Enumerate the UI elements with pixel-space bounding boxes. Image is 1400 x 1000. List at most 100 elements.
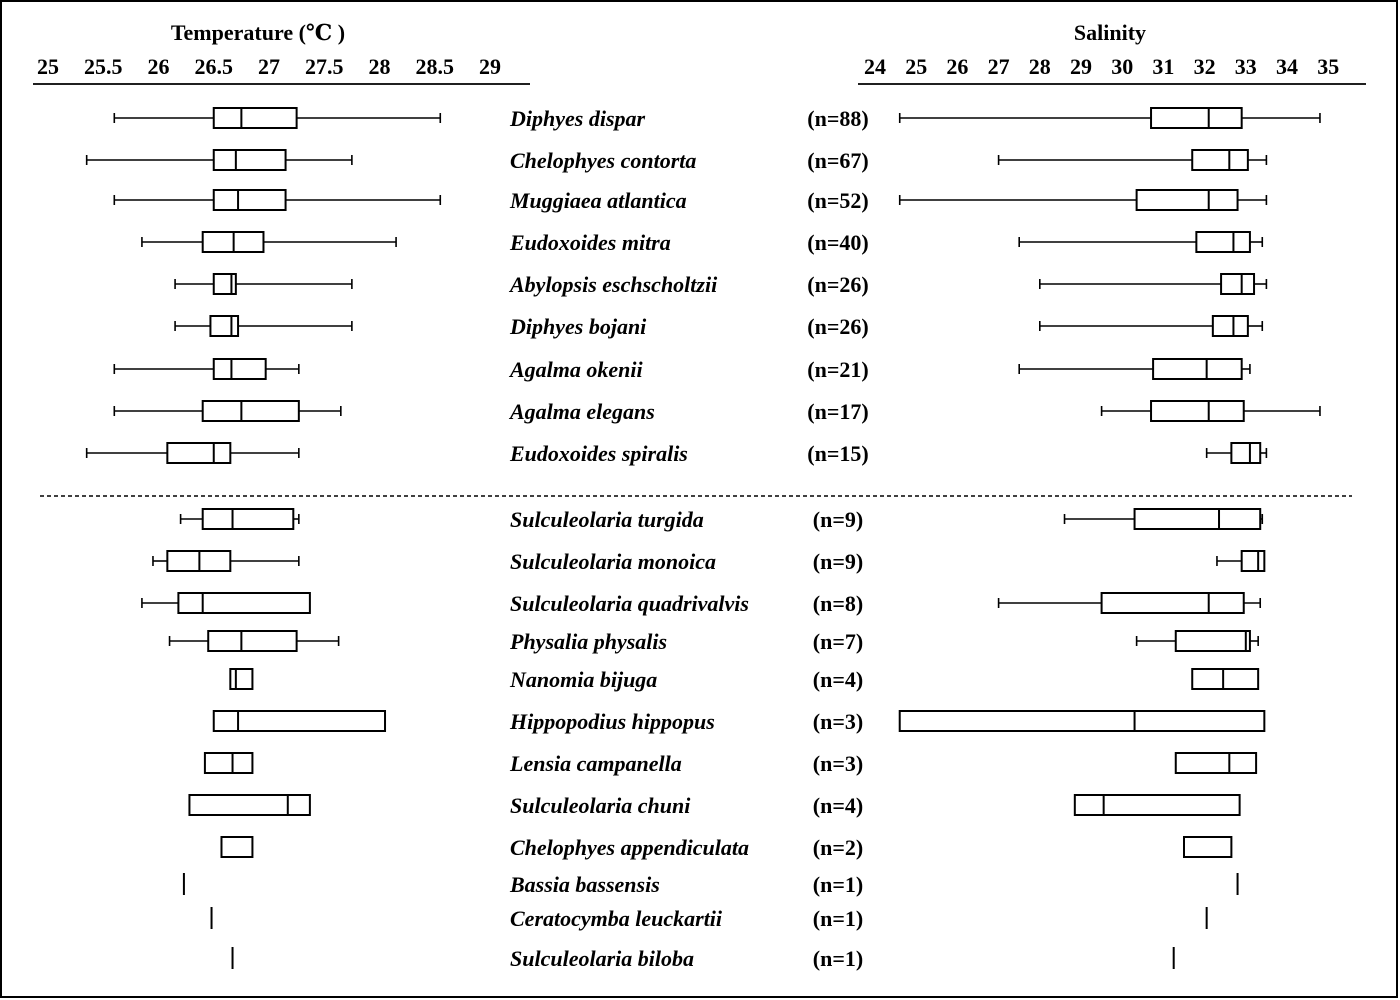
species-name-label: Hippopodius hippopus xyxy=(509,709,715,734)
salinity-tick-label: 32 xyxy=(1194,54,1216,79)
sample-count-label: (n=88) xyxy=(807,106,868,131)
species-row: Chelophyes contorta (n=67) xyxy=(85,148,1268,173)
species-name-label: Lensia campanella xyxy=(509,751,682,776)
species-name-label: Muggiaea atlantica xyxy=(509,188,687,213)
species-name-label: Chelophyes contorta xyxy=(510,148,696,173)
species-row: Sulculeolaria biloba (n=1) xyxy=(231,946,1175,971)
temperature-tick-label: 29 xyxy=(479,54,501,79)
species-name-label: Eudoxoides spiralis xyxy=(509,441,688,466)
sample-count-label: (n=1) xyxy=(813,906,863,931)
temperature-tick-label: 27 xyxy=(258,54,280,79)
species-name-label: Agalma okenii xyxy=(508,357,644,382)
salinity-tick-label: 29 xyxy=(1070,54,1092,79)
species-row: Sulculeolaria turgida (n=9) xyxy=(179,507,1264,532)
salinity-box xyxy=(1135,189,1239,211)
temperature-tick-label: 25.5 xyxy=(84,54,123,79)
salinity-box xyxy=(1240,550,1266,572)
species-row: Agalma elegans (n=17) xyxy=(113,399,1321,424)
species-row: Lensia campanella (n=3) xyxy=(203,751,1258,776)
species-row: Eudoxoides spiralis (n=15) xyxy=(85,441,1268,466)
temperature-tick-label: 28.5 xyxy=(416,54,455,79)
salinity-tick-label: 25 xyxy=(905,54,927,79)
salinity-axis-title: Salinity xyxy=(1074,20,1146,45)
species-name-label: Ceratocymba leuckartii xyxy=(510,906,723,931)
salinity-box xyxy=(1174,630,1251,652)
salinity-box xyxy=(1100,592,1245,614)
species-name-label: Bassia bassensis xyxy=(509,872,660,897)
sample-count-label: (n=15) xyxy=(807,441,868,466)
temperature-box xyxy=(212,149,287,171)
temperature-axis-title: Temperature (℃ ) xyxy=(171,20,345,45)
species-name-label: Eudoxoides mitra xyxy=(509,230,671,255)
species-name-label: Diphyes bojani xyxy=(509,314,647,339)
sample-count-label: (n=3) xyxy=(813,751,863,776)
sample-count-label: (n=67) xyxy=(807,148,868,173)
species-row: Sulculeolaria monoica (n=9) xyxy=(152,549,1266,574)
salinity-tick-label: 33 xyxy=(1235,54,1257,79)
species-name-label: Physalia physalis xyxy=(509,629,667,654)
temperature-tick-labels: 25 25.5 26 26.5 27 27.5 28 28.5 29 xyxy=(37,54,501,79)
temperature-box xyxy=(166,442,232,464)
sample-count-label: (n=3) xyxy=(813,709,863,734)
salinity-tick-label: 34 xyxy=(1276,54,1298,79)
temperature-tick-label: 26 xyxy=(148,54,170,79)
salinity-box xyxy=(1183,836,1233,858)
species-name-label: Sulculeolaria chuni xyxy=(510,793,691,818)
sample-count-label: (n=9) xyxy=(813,549,863,574)
salinity-box xyxy=(1195,231,1251,253)
sample-count-label: (n=9) xyxy=(813,507,863,532)
species-row: Diphyes bojani (n=26) xyxy=(174,314,1264,339)
species-rows: Diphyes dispar (n=88) Chelophyes contorta (… xyxy=(85,106,1321,971)
sample-count-label: (n=26) xyxy=(807,314,868,339)
salinity-box xyxy=(1211,315,1249,337)
temperature-box xyxy=(220,836,254,858)
species-row: Ceratocymba leuckartii (n=1) xyxy=(210,906,1208,931)
species-row: Hippopodius hippopus (n=3) xyxy=(212,709,1266,734)
salinity-box xyxy=(1191,668,1260,690)
species-name-label: Sulculeolaria biloba xyxy=(510,946,694,971)
temperature-box xyxy=(177,592,311,614)
temperature-box xyxy=(207,630,298,652)
salinity-tick-label: 35 xyxy=(1317,54,1339,79)
salinity-box xyxy=(1150,107,1243,129)
salinity-tick-label: 26 xyxy=(946,54,968,79)
sample-count-label: (n=2) xyxy=(813,835,863,860)
temperature-tick-label: 27.5 xyxy=(305,54,344,79)
temperature-tick-label: 25 xyxy=(37,54,59,79)
species-name-label: Sulculeolaria monoica xyxy=(510,549,716,574)
sample-count-label: (n=26) xyxy=(807,272,868,297)
salinity-box xyxy=(1174,752,1258,774)
salinity-tick-label: 27 xyxy=(988,54,1010,79)
temperature-box xyxy=(209,315,240,337)
species-row: Sulculeolaria chuni (n=4) xyxy=(188,793,1241,818)
temperature-box xyxy=(201,508,295,530)
salinity-box xyxy=(1150,400,1245,422)
salinity-tick-labels: 24 25 26 27 28 29 30 31 32 33 34 35 xyxy=(864,54,1339,79)
sample-count-label: (n=17) xyxy=(807,399,868,424)
species-row: Muggiaea atlantica (n=52) xyxy=(113,188,1268,213)
temperature-tick-label: 26.5 xyxy=(195,54,234,79)
species-row: Physalia physalis (n=7) xyxy=(168,629,1259,654)
salinity-tick-label: 24 xyxy=(864,54,886,79)
species-row: Nanomia bijuga (n=4) xyxy=(229,667,1260,692)
salinity-tick-label: 28 xyxy=(1029,54,1051,79)
sample-count-label: (n=4) xyxy=(813,793,863,818)
species-name-label: Agalma elegans xyxy=(508,399,655,424)
species-name-label: Abylopsis eschscholtzii xyxy=(508,272,718,297)
salinity-box xyxy=(1220,273,1256,295)
temperature-box xyxy=(212,358,267,380)
sample-count-label: (n=40) xyxy=(807,230,868,255)
temperature-box xyxy=(212,710,387,732)
salinity-box xyxy=(1230,442,1262,464)
species-row: Chelophyes appendiculata (n=2) xyxy=(220,835,1233,860)
temperature-box xyxy=(201,400,300,422)
salinity-box xyxy=(1133,508,1262,530)
sample-count-label: (n=4) xyxy=(813,667,863,692)
sample-count-label: (n=1) xyxy=(813,946,863,971)
salinity-box xyxy=(1152,358,1243,380)
species-name-label: Diphyes dispar xyxy=(509,106,646,131)
species-name-label: Sulculeolaria turgida xyxy=(510,507,704,532)
temperature-box xyxy=(188,794,311,816)
temperature-box xyxy=(212,273,237,295)
